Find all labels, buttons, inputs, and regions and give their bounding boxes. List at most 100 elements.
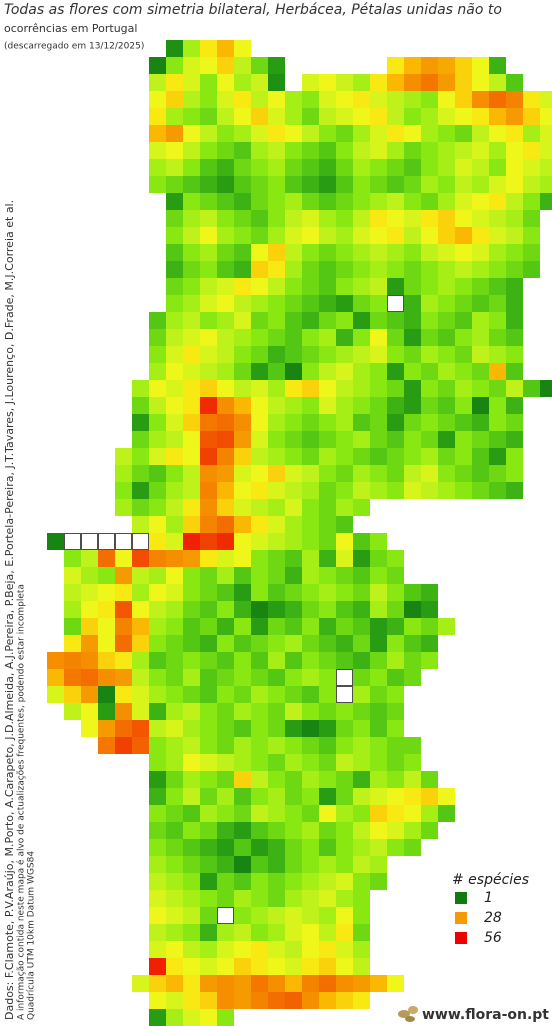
grid-cell bbox=[251, 74, 268, 91]
grid-cell bbox=[217, 346, 234, 363]
grid-cell bbox=[200, 941, 217, 958]
grid-cell bbox=[217, 210, 234, 227]
grid-cell bbox=[506, 278, 523, 295]
grid-cell bbox=[336, 346, 353, 363]
grid-cell bbox=[200, 193, 217, 210]
grid-cell bbox=[370, 312, 387, 329]
grid-cell bbox=[302, 210, 319, 227]
grid-cell bbox=[421, 91, 438, 108]
grid-cell bbox=[387, 465, 404, 482]
grid-cell bbox=[387, 567, 404, 584]
grid-cell bbox=[472, 312, 489, 329]
grid-cell bbox=[455, 142, 472, 159]
grid-cell bbox=[268, 567, 285, 584]
grid-cell bbox=[268, 771, 285, 788]
grid-cell bbox=[455, 91, 472, 108]
grid-cell bbox=[540, 193, 552, 210]
grid-cell bbox=[319, 788, 336, 805]
grid-cell bbox=[421, 363, 438, 380]
grid-cell bbox=[98, 652, 115, 669]
grid-cell bbox=[387, 380, 404, 397]
grid-cell bbox=[404, 346, 421, 363]
grid-cell bbox=[115, 499, 132, 516]
grid-cell bbox=[183, 142, 200, 159]
grid-cell bbox=[506, 159, 523, 176]
grid-cell bbox=[149, 567, 166, 584]
grid-cell bbox=[336, 516, 353, 533]
grid-cell bbox=[336, 244, 353, 261]
grid-cell bbox=[268, 703, 285, 720]
grid-cell bbox=[166, 159, 183, 176]
grid-cell bbox=[506, 91, 523, 108]
grid-cell bbox=[438, 261, 455, 278]
grid-cell bbox=[404, 295, 421, 312]
grid-cell bbox=[200, 635, 217, 652]
grid-cell bbox=[98, 584, 115, 601]
grid-cell bbox=[217, 363, 234, 380]
grid-cell bbox=[115, 737, 132, 754]
grid-cell bbox=[183, 261, 200, 278]
grid-cell bbox=[217, 482, 234, 499]
grid-cell bbox=[149, 74, 166, 91]
grid-cell bbox=[47, 686, 64, 703]
grid-cell bbox=[149, 788, 166, 805]
grid-cell bbox=[302, 193, 319, 210]
grid-cell bbox=[166, 958, 183, 975]
grid-cell bbox=[81, 652, 98, 669]
grid-cell bbox=[217, 720, 234, 737]
grid-cell bbox=[353, 533, 370, 550]
grid-cell bbox=[421, 652, 438, 669]
grid-cell bbox=[149, 465, 166, 482]
grid-cell bbox=[404, 737, 421, 754]
grid-cell bbox=[234, 57, 251, 74]
grid-cell bbox=[166, 805, 183, 822]
grid-cell bbox=[489, 244, 506, 261]
grid-cell bbox=[251, 312, 268, 329]
grid-cell bbox=[217, 992, 234, 1009]
grid-cell bbox=[353, 380, 370, 397]
grid-cell bbox=[149, 550, 166, 567]
grid-cell bbox=[268, 720, 285, 737]
grid-cell bbox=[234, 941, 251, 958]
grid-cell bbox=[455, 57, 472, 74]
grid-cell bbox=[472, 91, 489, 108]
credits-data: Dados: F.Clamote, P.V.Araújo, M.Porto, A… bbox=[3, 200, 16, 1020]
grid-cell bbox=[268, 856, 285, 873]
grid-cell bbox=[455, 210, 472, 227]
grid-cell bbox=[217, 499, 234, 516]
grid-cell bbox=[302, 278, 319, 295]
grid-cell bbox=[234, 108, 251, 125]
grid-cell bbox=[149, 516, 166, 533]
grid-cell bbox=[200, 516, 217, 533]
grid-cell bbox=[404, 431, 421, 448]
legend-title: # espécies bbox=[452, 872, 529, 888]
grid-cell bbox=[336, 703, 353, 720]
grid-cell bbox=[64, 669, 81, 686]
grid-cell bbox=[268, 992, 285, 1009]
grid-cell bbox=[251, 771, 268, 788]
grid-cell bbox=[81, 686, 98, 703]
grid-cell bbox=[489, 227, 506, 244]
grid-cell bbox=[251, 533, 268, 550]
grid-cell bbox=[506, 465, 523, 482]
grid-cell bbox=[234, 635, 251, 652]
grid-cell bbox=[540, 380, 552, 397]
grid-cell bbox=[166, 278, 183, 295]
grid-cell bbox=[472, 329, 489, 346]
grid-cell bbox=[302, 737, 319, 754]
grid-cell bbox=[489, 57, 506, 74]
grid-cell bbox=[234, 907, 251, 924]
grid-cell bbox=[387, 703, 404, 720]
grid-cell bbox=[370, 414, 387, 431]
grid-cell bbox=[302, 431, 319, 448]
grid-cell bbox=[200, 210, 217, 227]
grid-cell bbox=[268, 788, 285, 805]
grid-cell bbox=[506, 210, 523, 227]
grid-cell bbox=[302, 397, 319, 414]
grid-cell bbox=[183, 414, 200, 431]
grid-cell bbox=[353, 397, 370, 414]
grid-cell bbox=[336, 431, 353, 448]
download-date: (descarregado em 13/12/2025) bbox=[4, 42, 144, 52]
grid-cell bbox=[421, 465, 438, 482]
grid-cell bbox=[387, 822, 404, 839]
